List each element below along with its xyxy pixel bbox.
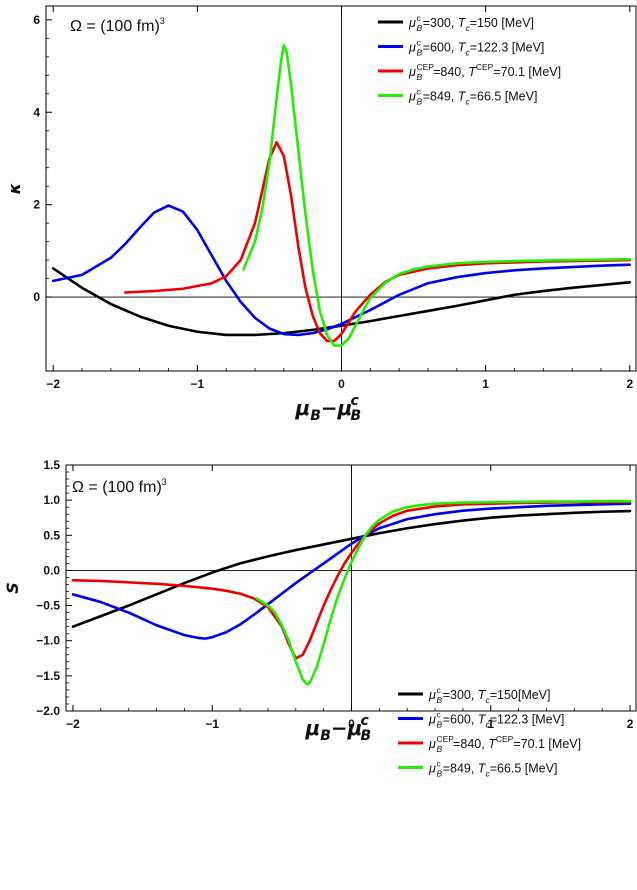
series-line-3 [123,141,632,343]
y-tick-label: 6 [33,13,40,27]
x-tick-label: −1 [205,717,219,731]
legend-entry-3: μCEP B =840, TCEP=70.1 [MeV] [408,62,561,82]
y-tick-label: 0 [33,290,40,304]
legend-entry-2: μc B=600, Tc=122.3 [MeV] [408,38,544,58]
legend-entry-4: μc B=849, Tc=66.5 [MeV] [408,87,537,107]
legend-entry-1: μc B=300, Tc=150[MeV] [428,685,551,705]
y-tick-label: 0.0 [43,563,60,577]
y-tick-label: 1.5 [43,458,60,472]
volume-annotation: Ω = (100 fm)3 [72,477,167,496]
series-line-1 [51,267,632,337]
series-line-3 [71,500,632,660]
legend-entry-2: μc B=600, Tc=122.3 [MeV] [428,710,564,730]
plot-frame [45,5,637,372]
x-tick-label: 1 [482,377,489,391]
x-tick-label: 2 [626,377,633,391]
y-tick-label: −1.5 [36,669,60,683]
series-line-1 [71,509,632,628]
y-axis-label: S [3,582,22,594]
x-tick-label: 0 [348,717,355,731]
kappa-chart: −2 −1 0 1 2 0 2 4 6 Ω = (100 fm)3 μc B=300, Tc=150 … [5,5,637,424]
y-tick-label: −0.5 [36,599,60,613]
x-tick-label: 1 [487,717,494,731]
x-tick-label: −1 [191,377,205,391]
x-tick-label: −2 [46,377,60,391]
volume-annotation: Ω = (100 fm)3 [70,16,165,35]
skewness-chart: −2 −1 0 1 2 −2.0 −1.5 −1.0 −0.5 0.0 0.5 1.0 1.5 Ω = (… [3,458,637,779]
series-line-2 [71,502,632,640]
y-tick-label: −2.0 [36,704,60,718]
legend-entry-3: μCEP B =840, TCEP=70.1 [MeV] [428,734,581,754]
y-tick-label: −1.0 [36,634,60,648]
y-axis-label: κ [5,183,24,194]
x-axis-label: μB−μc B [295,393,362,424]
series-line-2 [51,204,632,337]
y-tick-label: 4 [33,105,40,119]
x-tick-label: −2 [66,717,80,731]
legend-entry-1: μc B=300, Tc=150 [MeV] [408,13,534,33]
y-tick-label: 1.0 [43,493,60,507]
x-tick-label: 0 [338,377,345,391]
y-tick-label: 2 [33,198,40,212]
x-tick-label: 2 [627,717,634,731]
series-line-4 [255,499,632,686]
series-line-4 [242,43,632,347]
legend-entry-4: μc B=849, Tc=66.5 [MeV] [428,759,557,779]
y-tick-label: 0.5 [43,528,60,542]
x-axis-label: μB−μc B [305,713,372,744]
